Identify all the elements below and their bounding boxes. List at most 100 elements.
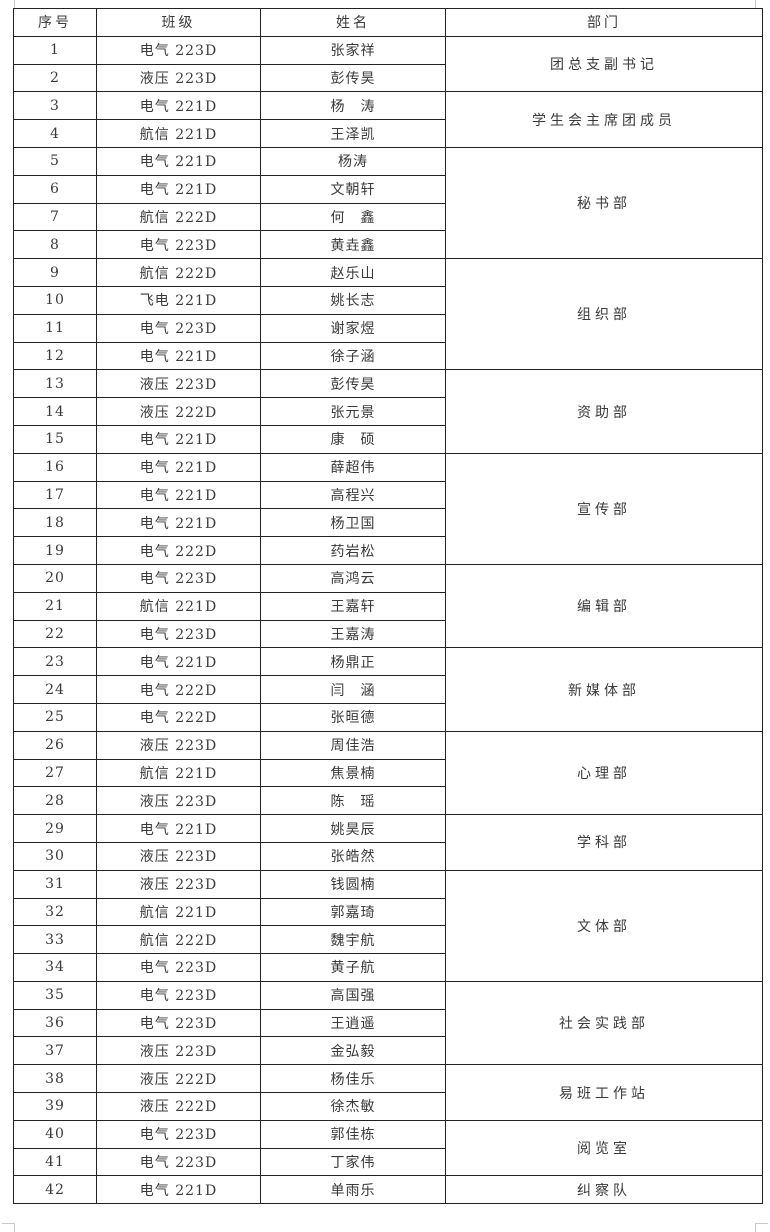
cell-no: 24 xyxy=(13,675,97,704)
table-row: 27 航信 221D 焦景楠 xyxy=(13,758,763,788)
cell-no: 40 xyxy=(13,1119,97,1149)
cell-name: 徐杰敏 xyxy=(260,1092,446,1121)
cell-department: 纠察队 xyxy=(445,1175,763,1205)
table-row: 39 液压 222D 徐杰敏 xyxy=(13,1092,763,1121)
table-row: 14 液压 222D 张元景 xyxy=(13,397,763,426)
cell-class: 电气 223D xyxy=(96,1119,261,1149)
cell-name: 彭传昊 xyxy=(260,369,446,399)
cell-department: 组织部 xyxy=(445,258,763,371)
cell-name: 钱圆楠 xyxy=(260,869,446,899)
cell-class: 电气 221D xyxy=(96,424,261,454)
cell-class: 航信 222D xyxy=(96,925,261,955)
cell-class: 液压 223D xyxy=(96,730,261,760)
cell-name: 陈 瑶 xyxy=(260,786,446,816)
cell-name: 赵乐山 xyxy=(260,258,446,287)
cell-department: 阅览室 xyxy=(445,1119,763,1177)
header-class: 班级 xyxy=(96,8,261,37)
cell-no: 16 xyxy=(13,452,97,482)
cell-no: 20 xyxy=(13,563,97,593)
cell-no: 29 xyxy=(13,814,97,843)
table-row: 8 电气 223D 黄垚鑫 xyxy=(13,230,763,260)
cell-name: 丁家伟 xyxy=(260,1147,446,1177)
cell-no: 6 xyxy=(13,174,97,204)
cell-class: 电气 221D xyxy=(96,508,261,538)
header-no: 序号 xyxy=(13,8,97,37)
cell-no: 23 xyxy=(13,647,97,677)
cell-class: 飞电 221D xyxy=(96,285,261,315)
cell-name: 郭嘉琦 xyxy=(260,897,446,927)
cell-department: 编辑部 xyxy=(445,563,763,649)
table-row: 23 电气 221D 杨鼎正 新媒体部 xyxy=(13,647,763,732)
table-row: 5 电气 221D 杨涛 秘书部 xyxy=(13,146,763,260)
cell-class: 电气 221D xyxy=(96,480,261,510)
cell-name: 杨鼎正 xyxy=(260,647,446,677)
header-name: 姓名 xyxy=(260,8,446,37)
cell-class: 液压 223D xyxy=(96,63,261,93)
table-row: 24 电气 222D 闫 涵 xyxy=(13,675,763,704)
table-row: 35 电气 223D 高国强 社会实践部 xyxy=(13,980,763,1066)
cell-no: 22 xyxy=(13,619,97,649)
cell-name: 黄子航 xyxy=(260,953,446,982)
cell-class: 航信 221D xyxy=(96,119,261,148)
cell-department: 学生会主席团成员 xyxy=(445,91,763,148)
cell-name: 单雨乐 xyxy=(260,1175,446,1205)
cell-class: 电气 221D xyxy=(96,814,261,843)
cell-name: 高国强 xyxy=(260,980,446,1010)
cell-class: 液压 223D xyxy=(96,841,261,871)
cell-department: 新媒体部 xyxy=(445,647,763,732)
cell-class: 液压 222D xyxy=(96,1064,261,1094)
cell-class: 电气 223D xyxy=(96,1147,261,1177)
cell-name: 彭传昊 xyxy=(260,63,446,93)
table-row: 29 电气 221D 姚昊辰 学科部 xyxy=(13,814,763,871)
cell-name: 薛超伟 xyxy=(260,452,446,482)
table-row: 25 电气 222D 张晅德 xyxy=(13,702,763,732)
table-row: 20 电气 223D 高鸿云 编辑部 xyxy=(13,563,763,649)
table-row: 19 电气 222D 药岩松 xyxy=(13,536,763,565)
cell-department: 资助部 xyxy=(445,369,763,454)
cell-name: 姚昊辰 xyxy=(260,814,446,843)
cell-department: 学科部 xyxy=(445,814,763,871)
cell-class: 电气 223D xyxy=(96,35,261,65)
cell-no: 2 xyxy=(13,63,97,93)
cell-name: 张皓然 xyxy=(260,841,446,871)
table-row: 12 电气 221D 徐子涵 xyxy=(13,341,763,371)
cell-department: 社会实践部 xyxy=(445,980,763,1066)
cell-name: 药岩松 xyxy=(260,536,446,565)
cell-no: 42 xyxy=(13,1175,97,1205)
table-row: 32 航信 221D 郭嘉琦 xyxy=(13,897,763,927)
table-row: 9 航信 222D 赵乐山 组织部 xyxy=(13,258,763,371)
cell-no: 11 xyxy=(13,313,97,343)
cell-no: 10 xyxy=(13,285,97,315)
cell-no: 36 xyxy=(13,1008,97,1038)
cell-class: 电气 223D xyxy=(96,619,261,649)
cell-no: 38 xyxy=(13,1064,97,1094)
cell-class: 航信 221D xyxy=(96,897,261,927)
table-header-row: 序号 班级 姓名 部门 xyxy=(13,8,763,37)
cell-no: 1 xyxy=(13,35,97,65)
cell-name: 张家祥 xyxy=(260,35,446,65)
table-row: 37 液压 223D 金弘毅 xyxy=(13,1036,763,1066)
table-row: 31 液压 223D 钱圆楠 文体部 xyxy=(13,869,763,982)
cell-no: 27 xyxy=(13,758,97,788)
cell-class: 液压 222D xyxy=(96,397,261,426)
cell-no: 21 xyxy=(13,591,97,621)
cell-name: 康 硕 xyxy=(260,424,446,454)
header-department: 部门 xyxy=(445,8,763,37)
table-row: 38 液压 222D 杨佳乐 易班工作站 xyxy=(13,1064,763,1121)
cell-class: 航信 222D xyxy=(96,258,261,287)
cell-no: 39 xyxy=(13,1092,97,1121)
cell-name: 杨 涛 xyxy=(260,91,446,121)
cell-no: 31 xyxy=(13,869,97,899)
table-row: 30 液压 223D 张皓然 xyxy=(13,841,763,871)
cell-class: 电气 221D xyxy=(96,174,261,204)
cell-no: 26 xyxy=(13,730,97,760)
table-row: 2 液压 223D 彭传昊 xyxy=(13,63,763,93)
cell-name: 张元景 xyxy=(260,397,446,426)
cell-no: 25 xyxy=(13,702,97,732)
cell-no: 8 xyxy=(13,230,97,260)
cell-name: 张晅德 xyxy=(260,702,446,732)
table-row: 6 电气 221D 文朝轩 xyxy=(13,174,763,204)
cell-name: 闫 涵 xyxy=(260,675,446,704)
cell-name: 文朝轩 xyxy=(260,174,446,204)
table-row: 41 电气 223D 丁家伟 xyxy=(13,1147,763,1177)
